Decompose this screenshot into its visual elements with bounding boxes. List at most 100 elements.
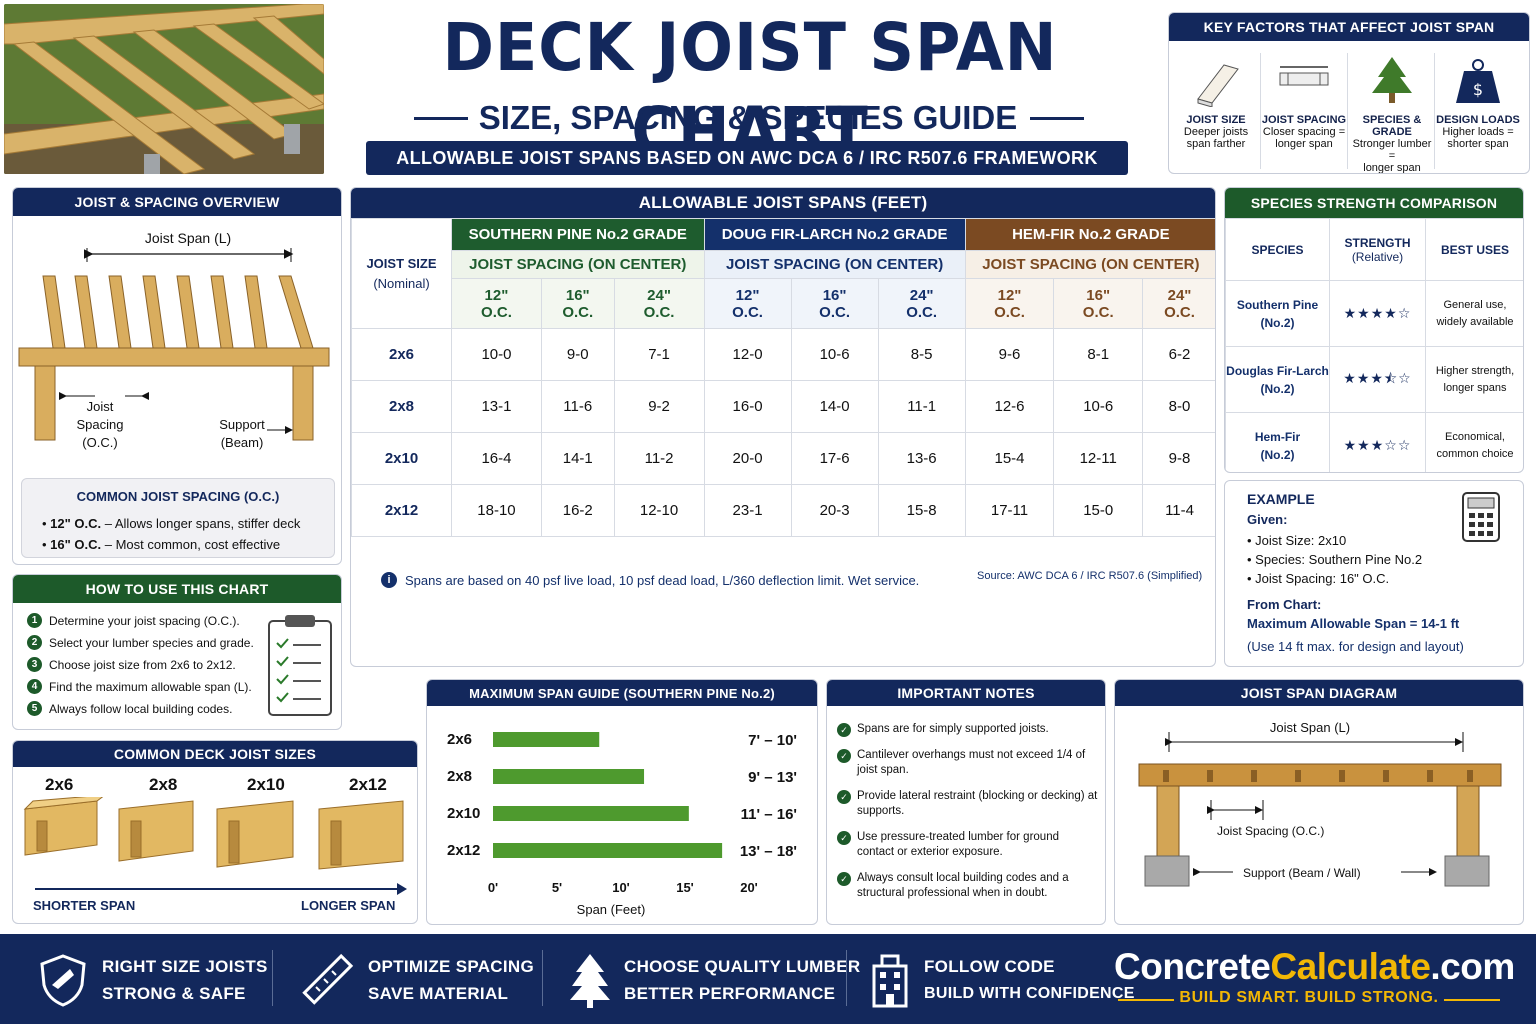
species-col-header: SPECIES bbox=[1225, 218, 1330, 281]
span-value-cell: 8-5 bbox=[877, 328, 966, 381]
check-icon: ✓ bbox=[837, 789, 851, 804]
key-factor-desc: longer span bbox=[1363, 162, 1421, 174]
spacing-oc-header: 12" O.C. bbox=[703, 278, 792, 329]
footer-line: RIGHT SIZE JOISTS bbox=[102, 957, 268, 976]
common-sizes-title: COMMON DECK JOIST SIZES bbox=[13, 741, 417, 767]
size-label: 2x8 bbox=[149, 775, 178, 794]
brand-part: .com bbox=[1430, 946, 1515, 987]
x-tick-label: 10' bbox=[612, 880, 630, 895]
span-table-panel: ALLOWABLE JOIST SPANS (FEET) JOIST SIZE(… bbox=[350, 187, 1216, 667]
shorter-span-label: SHORTER SPAN bbox=[33, 898, 136, 913]
table-row: 2x6 10-0 9-0 7-1 12-0 10-6 8-5 9-6 8-1 6-2 bbox=[351, 328, 1215, 381]
key-factor-label: JOIST SPACING bbox=[1261, 114, 1347, 126]
notes-title: IMPORTANT NOTES bbox=[827, 680, 1105, 706]
footer-line: BETTER PERFORMANCE bbox=[624, 984, 836, 1003]
joist-span-diagram bbox=[1138, 732, 1502, 887]
spacing-oc-header: 24" O.C. bbox=[613, 278, 705, 329]
spacing-text: – Allows longer spans, stiffer deck bbox=[101, 516, 301, 531]
span-value-cell: 9-0 bbox=[540, 328, 615, 381]
framework-banner: ALLOWABLE JOIST SPANS BASED ON AWC DCA 6… bbox=[366, 141, 1128, 175]
spacing-oc-header: 24" O.C. bbox=[1142, 278, 1215, 329]
key-factor-desc: shorter span bbox=[1447, 138, 1509, 150]
support-label-line: Support bbox=[219, 417, 265, 432]
species-panel: SPECIES STRENGTH COMPARISON SPECIES STRE… bbox=[1224, 187, 1524, 473]
table-row: 2x12 18-10 16-2 12-10 23-1 20-3 15-8 17-11 15-0 1… bbox=[351, 484, 1215, 537]
species-name: Hem-Fir (No.2) bbox=[1225, 412, 1330, 472]
species-name: Southern Pine (No.2) bbox=[1225, 280, 1330, 347]
span-value-cell: 17-6 bbox=[790, 432, 879, 485]
species-row: Douglas Fir-Larch (No.2) ★★★⯪☆ Higher stren… bbox=[1225, 346, 1523, 413]
size-label: 2x10 bbox=[247, 775, 285, 794]
span-value-cell: 11-6 bbox=[540, 380, 615, 433]
x-axis-label: Span (Feet) bbox=[577, 902, 646, 917]
bar bbox=[493, 732, 600, 747]
how-to-step: 5 Always follow local building codes. bbox=[27, 701, 254, 716]
lumber-sizes-illustration bbox=[23, 797, 404, 870]
tagline-rule-right bbox=[1444, 999, 1500, 1001]
span-value-cell: 9-2 bbox=[613, 380, 705, 433]
span-source: Source: AWC DCA 6 / IRC R507.6 (Simplifi… bbox=[977, 570, 1203, 582]
span-value-cell: 15-4 bbox=[964, 432, 1055, 485]
span-value-cell: 10-6 bbox=[1053, 380, 1144, 433]
span-value-cell: 16-2 bbox=[540, 484, 615, 537]
span-value-cell: 8-1 bbox=[1053, 328, 1144, 381]
spacing-label-line: (O.C.) bbox=[82, 435, 118, 450]
brand-logo[interactable]: ConcreteCalculate.com bbox=[1114, 946, 1515, 988]
key-factor-loads: $ DESIGN LOADS Higher loads = shorter sp… bbox=[1435, 55, 1521, 150]
size-label: 2x12 bbox=[349, 775, 387, 794]
bar bbox=[493, 769, 645, 784]
span-value-cell: 13-6 bbox=[877, 432, 966, 485]
x-tick-label: 20' bbox=[740, 880, 758, 895]
example-given: Given: bbox=[1247, 512, 1288, 527]
bar-range-label: 13' – 18' bbox=[740, 843, 797, 860]
size-label: 2x6 bbox=[45, 775, 74, 794]
span-value-cell: 14-1 bbox=[540, 432, 615, 485]
example-from: From Chart: bbox=[1247, 597, 1322, 612]
bar bbox=[493, 843, 723, 858]
span-value-cell: 8-0 bbox=[1142, 380, 1215, 433]
overview-span-label: Joist Span (L) bbox=[144, 230, 232, 246]
x-tick-label: 0' bbox=[488, 880, 498, 895]
how-to-step: 3 Choose joist size from 2x6 to 2x12. bbox=[27, 657, 254, 672]
brand-tagline: BUILD SMART. BUILD STRONG. bbox=[1179, 989, 1439, 1006]
note-item: ✓ Provide lateral restraint (blocking or … bbox=[837, 789, 1099, 820]
common-spacing-title: COMMON JOIST SPACING (O.C.) bbox=[76, 489, 280, 504]
footer-line: STRONG & SAFE bbox=[102, 984, 246, 1003]
species-table: SPECIES STRENGTH (Relative) BEST USES Sou… bbox=[1225, 218, 1523, 472]
key-factor-joist-spacing: JOIST SPACING Closer spacing = longer sp… bbox=[1261, 55, 1347, 150]
strength-stars: ★★★☆☆ bbox=[1329, 412, 1426, 472]
span-value-cell: 12-11 bbox=[1053, 432, 1144, 485]
bar-category-label: 2x12 bbox=[447, 842, 480, 859]
key-factor-desc: Higher loads = bbox=[1442, 126, 1514, 138]
shield-icon bbox=[40, 954, 86, 1007]
spacing-label-line: Joist bbox=[86, 399, 114, 414]
span-value-cell: 11-4 bbox=[1142, 484, 1215, 537]
how-to-panel: HOW TO USE THIS CHART 1 Determine your jo… bbox=[12, 574, 342, 730]
spacing-oc-header: 12" O.C. bbox=[964, 278, 1055, 329]
best-uses: Higher strength, longer spans bbox=[1425, 346, 1523, 413]
span-value-cell: 15-0 bbox=[1053, 484, 1144, 537]
species-header-doug-fir: DOUG FIR-LARCH No.2 GRADE bbox=[703, 218, 966, 251]
example-item: • Species: Southern Pine No.2 bbox=[1247, 552, 1423, 567]
check-icon: ✓ bbox=[837, 830, 851, 845]
bar-category-label: 2x8 bbox=[447, 768, 472, 785]
strength-stars: ★★★⯪☆ bbox=[1329, 346, 1426, 413]
span-value-cell: 14-0 bbox=[790, 380, 879, 433]
span-value-cell: 12-6 bbox=[964, 380, 1055, 433]
spacing-oc-header: 24" O.C. bbox=[877, 278, 966, 329]
spacing-bold: 12" O.C. bbox=[50, 516, 102, 531]
span-value-cell: 15-8 bbox=[877, 484, 966, 537]
size-arrow-head bbox=[397, 883, 407, 895]
uses-col-header: BEST USES bbox=[1425, 218, 1523, 281]
span-note-text: Spans are based on 40 psf live load, 10 … bbox=[405, 572, 920, 588]
bar-range-label: 7' – 10' bbox=[748, 732, 797, 749]
note-item: ✓ Spans are for simply supported joists. bbox=[837, 722, 1099, 738]
span-value-cell: 20-0 bbox=[703, 432, 792, 485]
spacing-bold: 16" O.C. bbox=[50, 537, 102, 552]
span-table: JOIST SIZE (Nominal) SOUTHERN PINE No.2 G… bbox=[351, 218, 1215, 537]
species-row: Hem-Fir (No.2) ★★★☆☆ Economical, common choi… bbox=[1225, 412, 1523, 472]
step-text: Always follow local building codes. bbox=[49, 701, 233, 716]
footer-item-joists: RIGHT SIZE JOISTS STRONG & SAFE bbox=[38, 950, 268, 1010]
overview-spacing-label: Joist Spacing (O.C.) bbox=[65, 398, 135, 452]
